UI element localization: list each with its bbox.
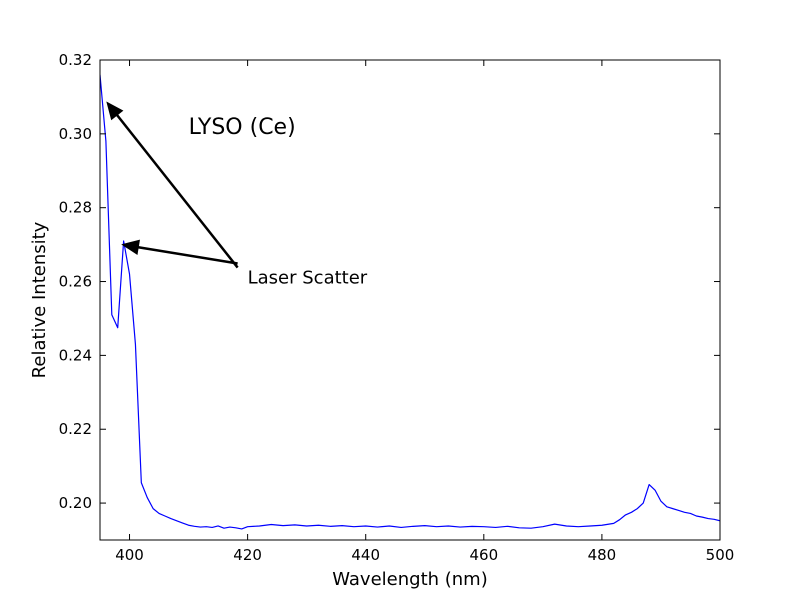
annotation-arrow-1	[121, 239, 238, 265]
axes-frame	[99, 59, 721, 541]
axis-layer: 400 420 440 460 480 500 0.20 0.22 0.24 0.26 0.28 0.…	[29, 51, 734, 590]
series-layer	[100, 74, 720, 530]
y-tick-label: 0.32	[59, 51, 92, 69]
x-axis-label: Wavelength (nm)	[332, 569, 488, 590]
y-tick-label: 0.30	[59, 125, 92, 143]
y-tick-label: 0.24	[59, 346, 92, 364]
plot-area	[100, 60, 720, 540]
x-tick-label: 440	[351, 546, 380, 564]
plot-background	[100, 60, 720, 540]
chart-annotation-label: LYSO (Ce)	[189, 115, 296, 140]
annotation-layer: LYSO (Ce) Laser Scatter	[106, 101, 368, 289]
y-tick-label: 0.20	[59, 494, 92, 512]
x-tick-label: 400	[115, 546, 144, 564]
x-tick-label: 460	[469, 546, 498, 564]
y-axis-label: Relative Intensity	[29, 221, 50, 378]
y-tick-label: 0.22	[59, 420, 92, 438]
x-tick-label: 480	[588, 546, 617, 564]
series-line-0	[100, 74, 720, 530]
y-tick-label: 0.26	[59, 273, 92, 291]
y-tick-label: 0.28	[59, 199, 92, 217]
x-tick-label: 420	[233, 546, 262, 564]
arrow-annotation-label: Laser Scatter	[248, 268, 368, 289]
x-tick-label: 500	[706, 546, 735, 564]
annotation-arrow-0	[106, 101, 239, 269]
